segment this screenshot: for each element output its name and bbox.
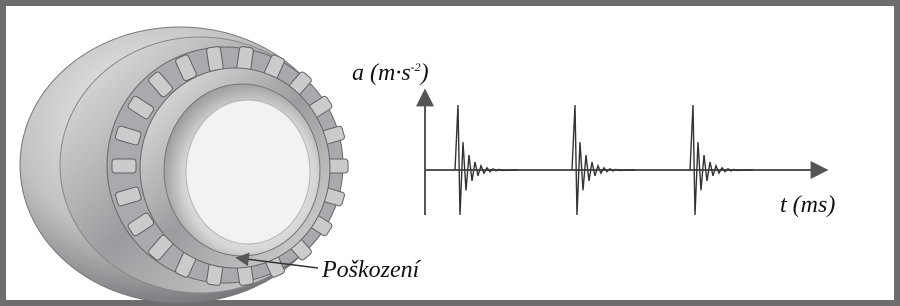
- y-label-exponent: -2: [411, 60, 421, 74]
- y-label-main: a (m·s: [352, 60, 411, 86]
- annotation: Poškození: [321, 257, 422, 283]
- x-axis-label: t (ms): [780, 192, 835, 218]
- y-label-close: ): [419, 60, 429, 86]
- roller: [112, 159, 136, 173]
- diagram: Poškození a (m·s-2) t (ms): [0, 0, 900, 306]
- roller: [206, 46, 223, 72]
